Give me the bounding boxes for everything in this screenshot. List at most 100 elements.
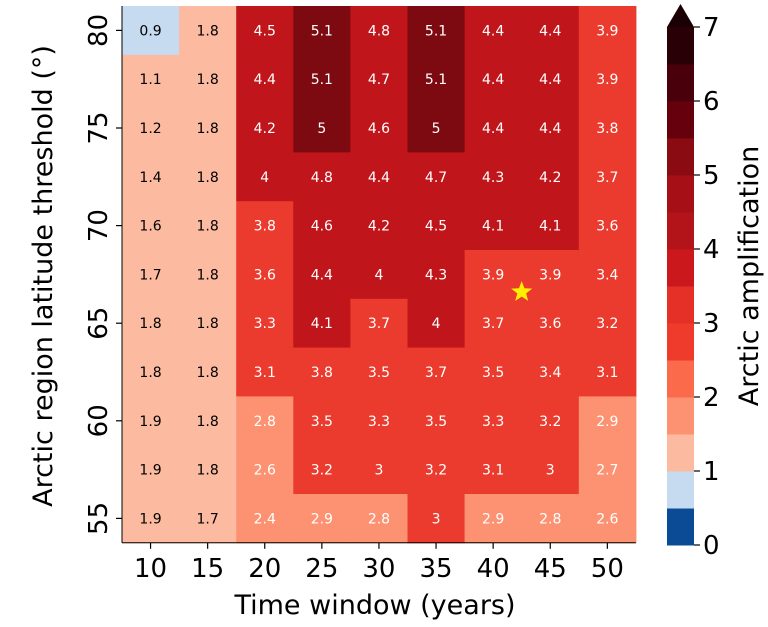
heatmap-cell (293, 396, 351, 446)
heatmap-value-label: 3.2 (539, 414, 561, 430)
heatmap-cell (179, 201, 237, 251)
x-axis: 10 15 20 25 30 35 40 45 50 (122, 542, 636, 584)
heatmap-value-label: 4.4 (539, 121, 561, 137)
heatmap-cell (293, 54, 351, 105)
heatmap-cell (179, 347, 237, 397)
y-tick-label: 70 (84, 209, 114, 242)
heatmap-cell (122, 494, 180, 544)
heatmap-value-label: 1.8 (197, 121, 219, 137)
heatmap-value-label: 5.1 (425, 23, 447, 39)
heatmap-value-label: 4.8 (368, 23, 390, 39)
heatmap-value-label: 3.6 (596, 219, 618, 235)
y-tick-label: 80 (84, 14, 114, 47)
heatmap-value-label: 4.4 (254, 72, 276, 88)
heatmap-cell (350, 250, 408, 300)
heatmap-cell (407, 494, 466, 544)
heatmap-cell (464, 54, 523, 105)
heatmap-cell (407, 298, 466, 349)
colorbar: 0 1 2 3 4 5 6 7 (667, 4, 720, 561)
heatmap-value-label: 3.5 (482, 365, 504, 381)
heatmap-value-labels: 0.9 1.8 4.5 5.1 4.8 5.1 4.4 4.4 3.9 1.1 1.8 4.4 5.1 4… (139, 23, 618, 527)
heatmap-value-label: 3.5 (368, 365, 390, 381)
heatmap-value-label: 4.4 (539, 72, 561, 88)
heatmap-value-label: 4.1 (539, 219, 561, 235)
x-tick-label: 30 (362, 554, 395, 584)
heatmap-cell (179, 250, 237, 300)
colorbar-segment (667, 397, 694, 435)
heatmap-value-label: 4 (374, 267, 383, 283)
heatmap-cell (464, 6, 523, 56)
heatmap-value-label: 3 (546, 463, 555, 479)
heatmap-cell (521, 250, 580, 300)
colorbar-segment (667, 249, 694, 287)
heatmap-value-label: 3.3 (482, 414, 504, 430)
heatmap-cell (293, 103, 351, 153)
heatmap-value-label: 1.7 (139, 267, 161, 283)
heatmap-cell (236, 6, 294, 56)
x-tick-label: 20 (248, 554, 281, 584)
heatmap-cell (293, 201, 351, 251)
y-axis: 80 75 70 65 60 55 (84, 6, 123, 543)
heatmap-value-label: 3.9 (596, 72, 618, 88)
heatmap-cell (122, 6, 180, 56)
colorbar-tick-label: 6 (703, 87, 720, 117)
x-tick-label: 35 (420, 554, 453, 584)
colorbar-tick-label: 4 (703, 235, 720, 265)
colorbar-segment (667, 101, 694, 139)
heatmap-cell (350, 103, 408, 153)
heatmap-cell (464, 396, 523, 446)
heatmap-value-label: 1.8 (197, 316, 219, 332)
heatmap-value-label: 1.8 (139, 316, 161, 332)
heatmap-cell (464, 152, 523, 202)
heatmap-value-label: 5.1 (425, 72, 447, 88)
y-tick-label: 55 (84, 502, 114, 535)
heatmap-value-label: 1.8 (197, 170, 219, 186)
heatmap-value-label: 4.3 (482, 170, 504, 186)
heatmap-value-label: 4.5 (254, 23, 276, 39)
heatmap-cell (464, 347, 523, 397)
x-tick-label: 25 (305, 554, 338, 584)
heatmap-value-label: 2.9 (311, 511, 333, 527)
heatmap-value-label: 5 (432, 121, 441, 137)
colorbar-segment (667, 360, 694, 398)
heatmap-cell (521, 347, 580, 397)
colorbar-tick-label: 3 (703, 309, 720, 339)
colorbar-segment (667, 434, 694, 472)
heatmap-cell (179, 152, 237, 202)
heatmap-value-label: 1.8 (197, 365, 219, 381)
heatmap-value-label: 4.4 (539, 23, 561, 39)
heatmap-value-label: 5 (317, 121, 326, 137)
heatmap-value-label: 1.9 (139, 463, 161, 479)
heatmap-cell (464, 250, 523, 300)
heatmap-cell (179, 396, 237, 446)
heatmap-cell (179, 103, 237, 153)
heatmap-cell (350, 54, 408, 105)
heatmap-value-label: 1.4 (139, 170, 161, 186)
heatmap-cell (350, 201, 408, 251)
heatmap-cell (578, 396, 637, 446)
heatmap-value-label: 1.9 (139, 414, 161, 430)
heatmap-cell (407, 103, 466, 153)
colorbar-tick-label: 7 (703, 13, 720, 43)
heatmap-cells (122, 6, 637, 544)
heatmap-value-label: 3 (374, 463, 383, 479)
heatmap-value-label: 2.6 (596, 511, 618, 527)
heatmap-value-label: 2.8 (539, 511, 561, 527)
heatmap-value-label: 3.6 (539, 316, 561, 332)
heatmap-value-label: 3.5 (311, 414, 333, 430)
heatmap-cell (407, 396, 466, 446)
heatmap-cell (236, 396, 294, 446)
heatmap-value-label: 3.7 (425, 365, 447, 381)
heatmap-cell (236, 201, 294, 251)
heatmap-value-label: 4.6 (311, 219, 333, 235)
heatmap-cell (293, 250, 351, 300)
heatmap-cell (122, 298, 180, 349)
heatmap-cell (407, 250, 466, 300)
heatmap-value-label: 4 (432, 316, 441, 332)
marker-star (511, 281, 533, 301)
colorbar-segment (667, 212, 694, 250)
x-tick-label: 50 (591, 554, 624, 584)
y-axis-label: Arctic region latitude threshold (°) (28, 45, 59, 507)
heatmap-cell (407, 152, 466, 202)
